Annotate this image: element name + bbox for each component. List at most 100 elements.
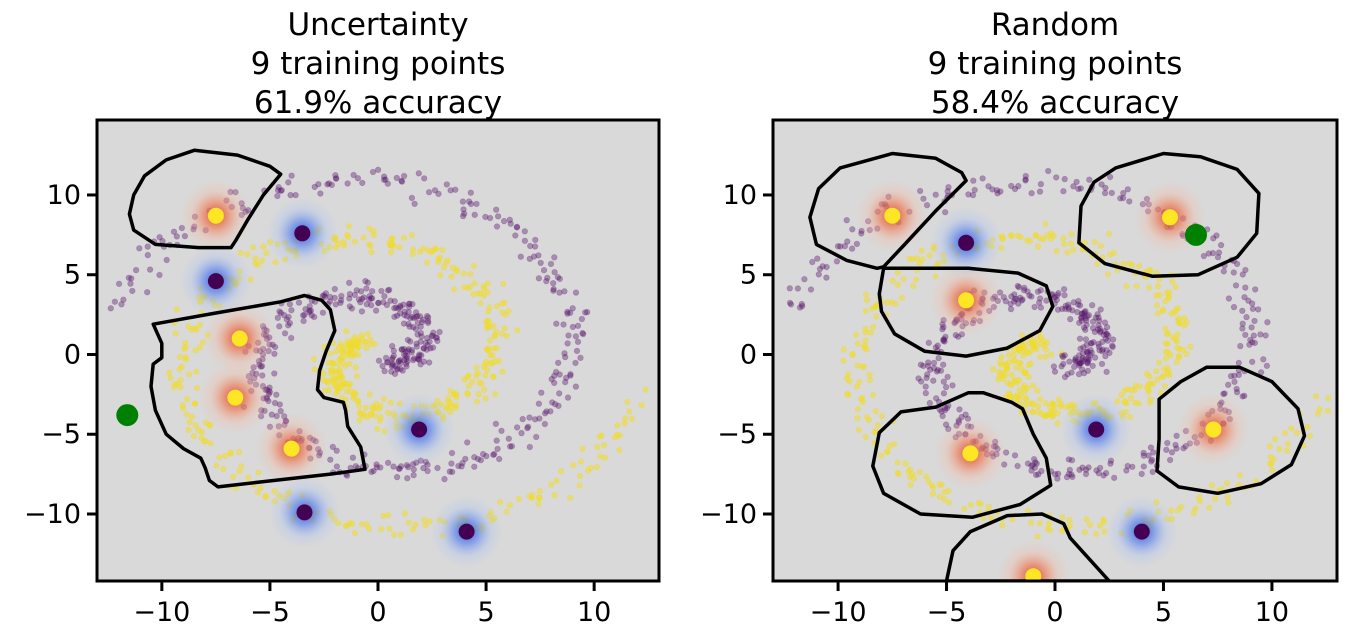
- background-point-class-1: [987, 514, 995, 521]
- background-point-class-1: [336, 367, 343, 374]
- background-point-class-0: [532, 236, 539, 244]
- background-point-class-0: [273, 391, 280, 398]
- background-point-class-0: [404, 347, 411, 355]
- background-point-class-0: [163, 256, 170, 264]
- background-point-class-0: [561, 350, 568, 357]
- background-point-class-1: [919, 256, 926, 263]
- background-point-class-0: [944, 373, 951, 381]
- background-point-class-1: [1041, 413, 1049, 420]
- background-point-class-0: [389, 342, 396, 350]
- background-point-class-0: [419, 316, 427, 323]
- background-point-class-1: [1068, 230, 1075, 238]
- background-point-class-0: [1108, 342, 1116, 349]
- background-point-class-1: [1174, 331, 1181, 338]
- background-point-class-0: [1011, 298, 1018, 305]
- background-point-class-0: [1123, 467, 1130, 474]
- background-point-class-0: [403, 355, 410, 362]
- background-point-class-0: [491, 450, 498, 458]
- background-point-class-0: [400, 320, 408, 327]
- background-point-class-0: [1262, 332, 1269, 339]
- background-point-class-1: [364, 330, 372, 338]
- background-point-class-0: [552, 368, 560, 376]
- background-point-class-0: [396, 310, 404, 317]
- background-point-class-1: [185, 426, 192, 434]
- background-point-class-0: [1100, 331, 1107, 338]
- background-point-class-1: [1205, 504, 1213, 511]
- background-point-class-1: [227, 449, 234, 456]
- background-point-class-0: [1213, 232, 1220, 239]
- background-point-class-0: [306, 308, 313, 316]
- background-point-class-0: [459, 198, 467, 205]
- background-point-class-1: [576, 482, 583, 489]
- background-point-class-0: [1065, 301, 1072, 308]
- background-point-class-1: [515, 495, 522, 503]
- background-point-class-0: [1099, 346, 1106, 353]
- background-point-class-0: [1074, 301, 1082, 308]
- background-point-class-1: [355, 403, 363, 410]
- background-point-class-1: [1208, 482, 1216, 489]
- background-point-class-1: [1175, 354, 1183, 361]
- background-point-class-0: [398, 177, 405, 184]
- background-point-class-1: [1021, 388, 1028, 396]
- background-point-class-0: [436, 328, 443, 336]
- background-point-class-0: [1058, 305, 1066, 313]
- background-point-class-1: [616, 446, 623, 454]
- background-point-class-1: [624, 398, 631, 405]
- background-point-class-0: [513, 424, 521, 431]
- background-point-class-0: [553, 320, 560, 327]
- background-point-class-1: [1081, 529, 1089, 536]
- background-point-class-0: [985, 183, 992, 190]
- background-point-class-0: [573, 347, 581, 355]
- background-point-class-0: [572, 333, 580, 340]
- background-point-class-0: [397, 463, 405, 470]
- background-point-class-1: [362, 404, 370, 412]
- background-point-class-0: [467, 189, 474, 196]
- background-point-class-0: [1054, 470, 1062, 477]
- background-point-class-0: [565, 332, 572, 339]
- background-point-class-1: [912, 276, 920, 283]
- background-point-class-1: [470, 262, 478, 270]
- background-point-class-1: [177, 384, 184, 391]
- y-tick-label: −10: [700, 499, 757, 530]
- background-point-class-1: [859, 363, 866, 370]
- decision-boundary: [1077, 151, 1261, 279]
- background-point-class-0: [556, 275, 563, 283]
- background-point-class-0: [1200, 252, 1208, 260]
- background-point-class-0: [970, 177, 977, 184]
- training-point-class-0: [411, 421, 428, 438]
- background-point-class-1: [1162, 354, 1170, 362]
- background-point-class-1: [902, 460, 909, 467]
- background-point-class-0: [400, 351, 408, 358]
- background-point-class-0: [551, 379, 558, 387]
- background-point-class-0: [387, 297, 394, 304]
- background-point-class-0: [1102, 469, 1110, 477]
- background-point-class-1: [1187, 343, 1194, 350]
- background-point-class-0: [1072, 358, 1079, 365]
- background-point-class-0: [801, 276, 808, 283]
- background-point-class-1: [490, 373, 497, 380]
- background-point-class-1: [491, 331, 499, 339]
- background-point-class-0: [415, 170, 422, 177]
- background-point-class-1: [345, 223, 353, 230]
- background-point-class-0: [1140, 452, 1147, 459]
- background-point-class-1: [926, 252, 933, 259]
- background-point-class-0: [1083, 341, 1090, 349]
- background-point-class-1: [1212, 495, 1219, 502]
- training-point-class-0: [294, 225, 311, 242]
- background-point-class-1: [1064, 249, 1071, 256]
- x-tick-label: 5: [1155, 597, 1172, 628]
- background-point-class-1: [1266, 443, 1273, 450]
- background-point-class-1: [1121, 387, 1128, 394]
- background-point-class-0: [971, 186, 978, 194]
- background-point-class-0: [1007, 300, 1014, 308]
- background-point-class-1: [499, 368, 506, 375]
- background-point-class-0: [395, 358, 402, 365]
- background-point-class-0: [1076, 360, 1083, 367]
- background-point-class-0: [364, 279, 371, 286]
- background-point-class-0: [446, 468, 453, 475]
- background-point-class-0: [411, 200, 418, 207]
- background-point-class-1: [535, 494, 543, 501]
- background-point-class-0: [414, 319, 421, 327]
- background-point-class-1: [614, 422, 621, 429]
- background-point-class-0: [1075, 319, 1083, 326]
